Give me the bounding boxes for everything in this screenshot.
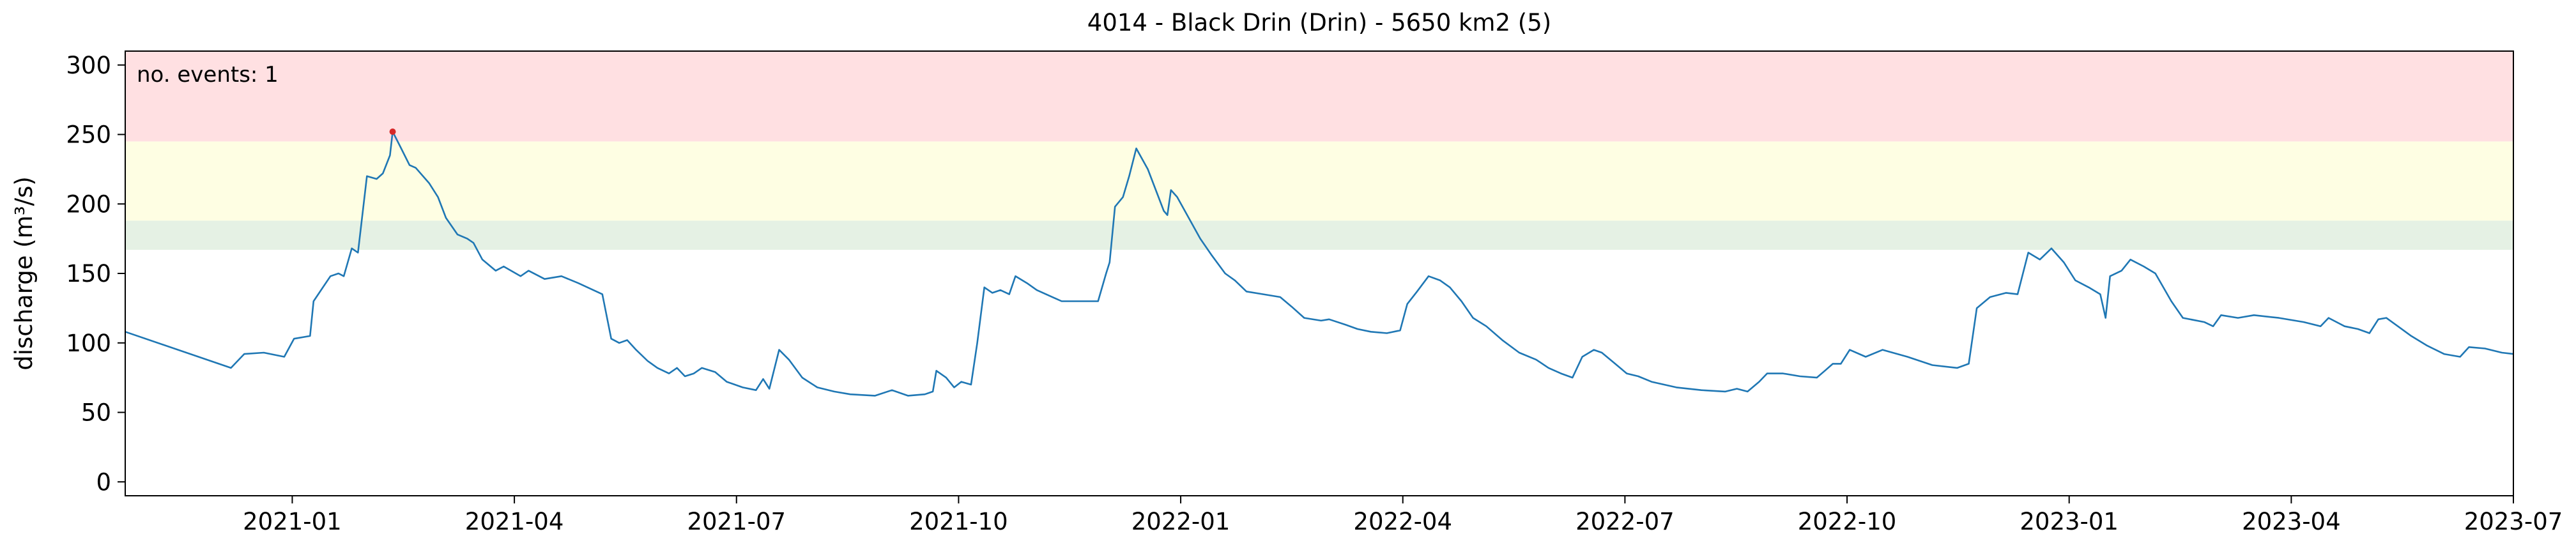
- x-tick-label: 2021-07: [687, 508, 786, 535]
- discharge-line: [125, 130, 2514, 397]
- events-annotation: no. events: 1: [137, 62, 279, 88]
- plot-frame: [125, 50, 2514, 496]
- y-tick-label: 250: [66, 121, 111, 149]
- x-tick-label: 2022-04: [1353, 508, 1452, 535]
- threshold-band: [125, 141, 2513, 221]
- x-tick-label: 2022-01: [1131, 508, 1230, 535]
- x-tick-label: 2021-10: [909, 508, 1008, 535]
- x-tick-label: 2021-04: [465, 508, 564, 535]
- threshold-band: [125, 51, 2513, 142]
- y-axis-label: discharge (m³/s): [10, 176, 38, 371]
- event-marker: [389, 128, 396, 135]
- x-tick-label: 2023-01: [2020, 508, 2119, 535]
- chart-title: 4014 - Black Drin (Drin) - 5650 km2 (5): [1087, 9, 1551, 36]
- y-tick-label: 200: [66, 190, 111, 218]
- x-tick-label: 2022-07: [1575, 508, 1675, 535]
- y-tick-label: 100: [66, 330, 111, 357]
- y-tick-label: 300: [66, 52, 111, 79]
- y-tick-label: 150: [66, 260, 111, 287]
- threshold-band: [125, 220, 2513, 250]
- y-tick-label: 50: [81, 399, 111, 427]
- x-tick-label: 2021-01: [243, 508, 342, 535]
- x-tick-label: 2023-04: [2242, 508, 2341, 535]
- y-tick-label: 0: [96, 468, 111, 496]
- x-tick-label: 2023-07: [2464, 508, 2563, 535]
- x-tick-label: 2022-10: [1798, 508, 1897, 535]
